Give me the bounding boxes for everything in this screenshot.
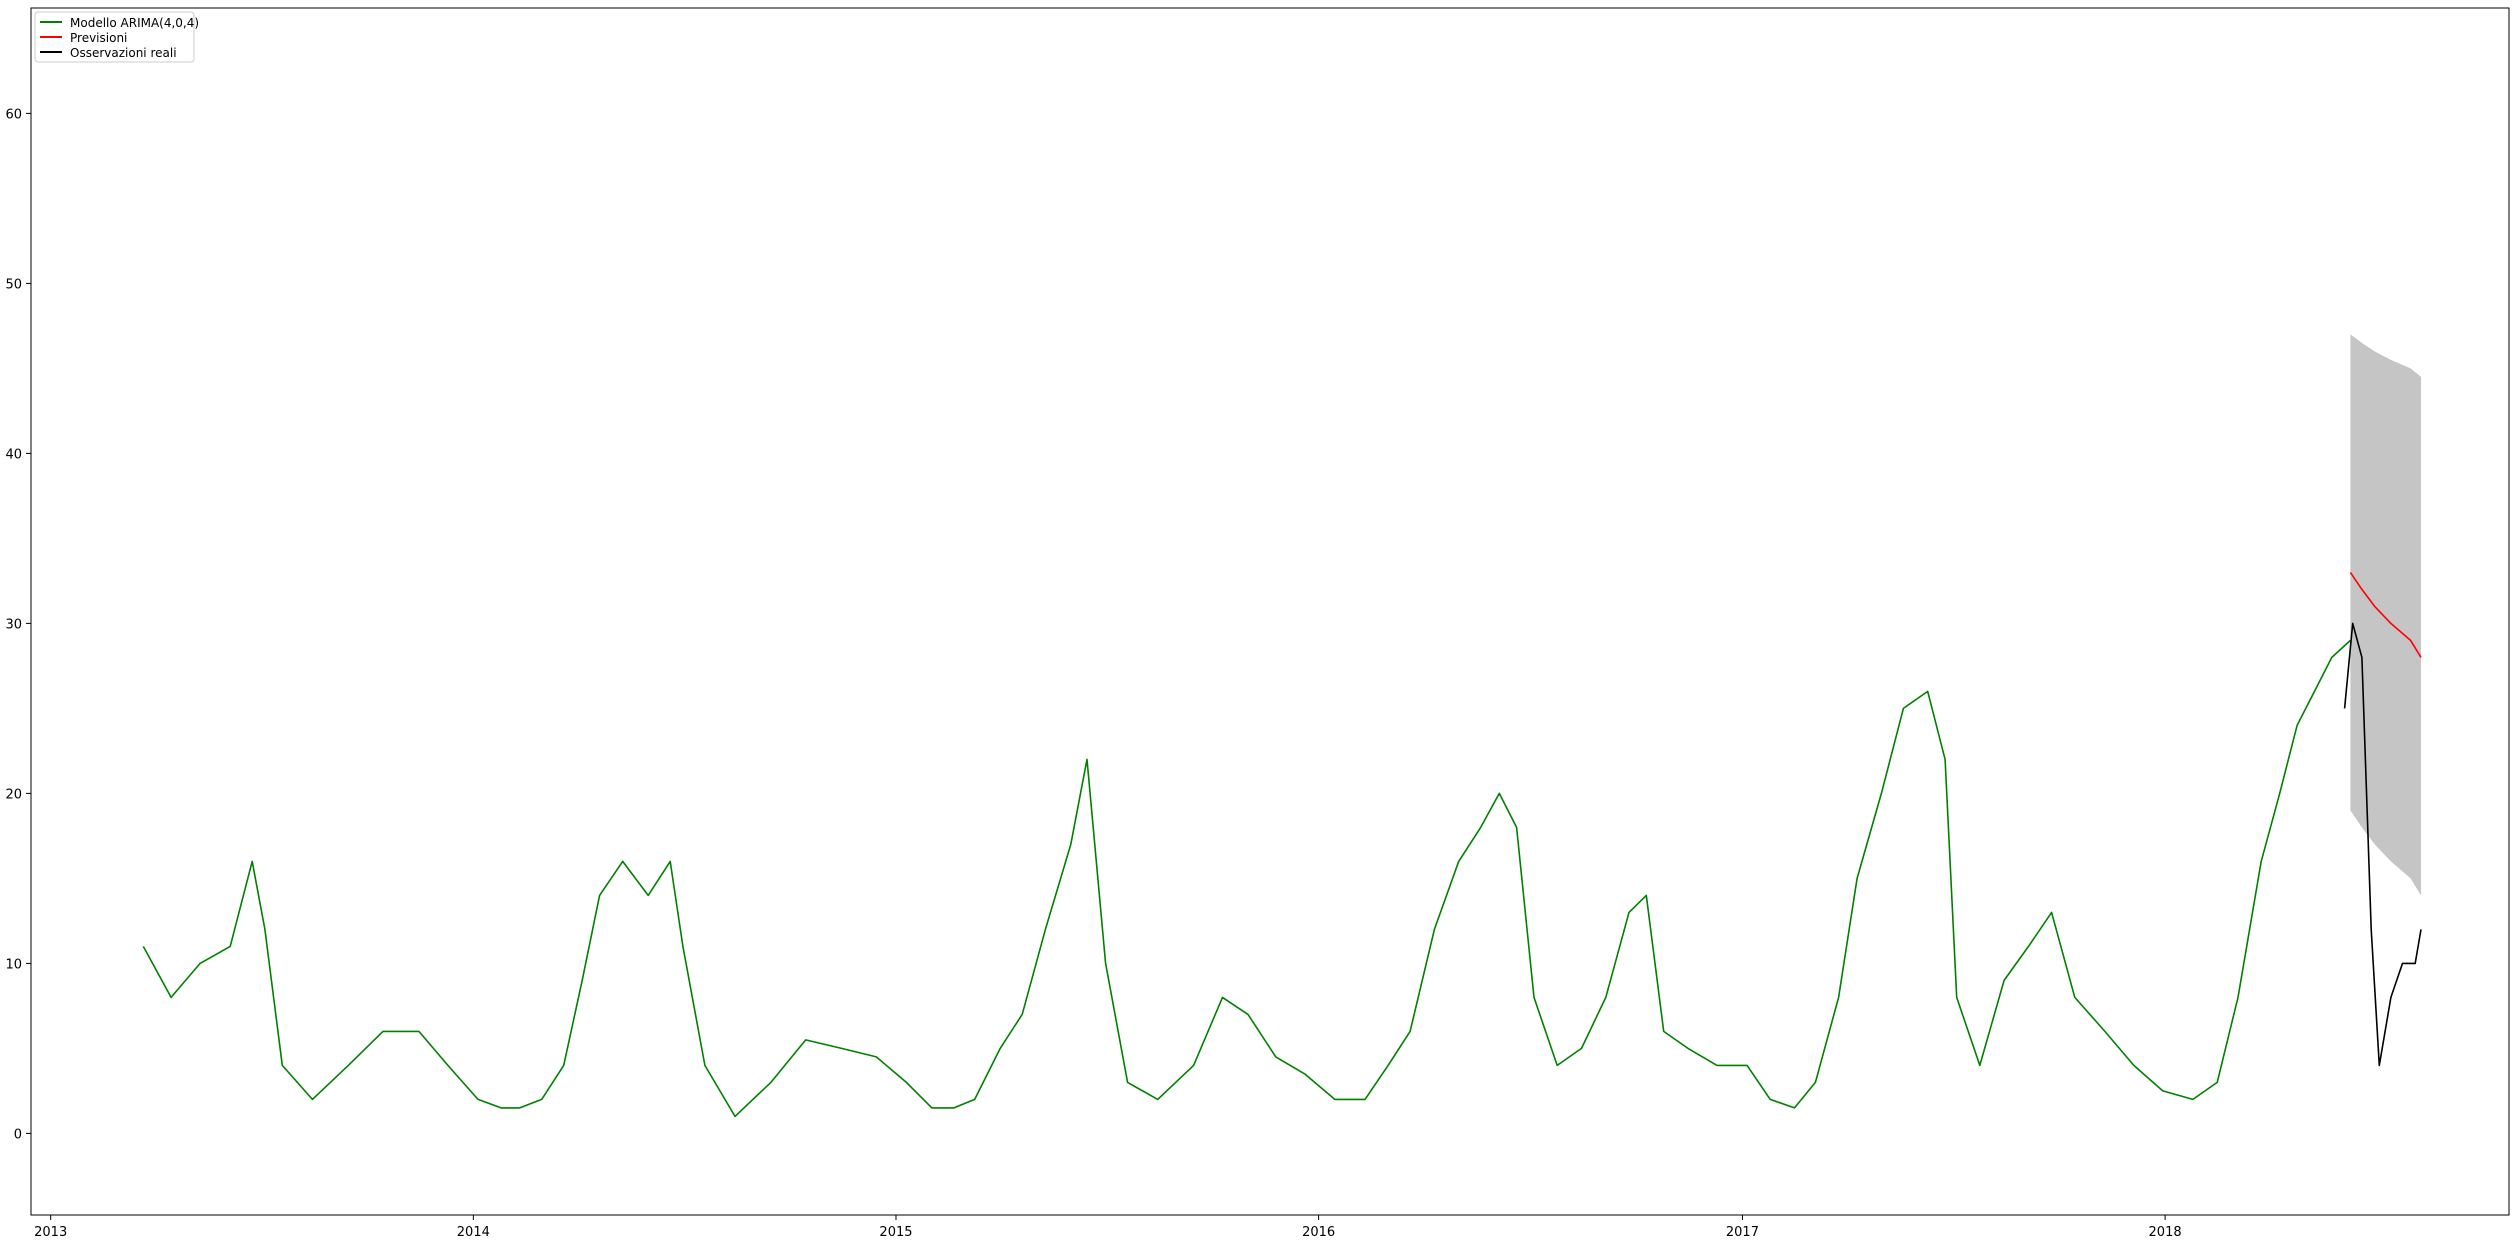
forecast-confidence-band — [2350, 334, 2421, 896]
x-tick-label: 2016 — [1302, 1225, 1335, 1240]
legend-label-fitted: Modello ARIMA(4,0,4) — [70, 16, 199, 30]
legend: Modello ARIMA(4,0,4) Previsioni Osservaz… — [34, 11, 199, 63]
x-tick-label: 2013 — [34, 1225, 67, 1240]
y-tick-label: 40 — [5, 447, 22, 462]
x-tick-label: 2017 — [1726, 1225, 1759, 1240]
y-tick-label: 30 — [5, 617, 22, 632]
x-tick-label: 2014 — [457, 1225, 490, 1240]
x-tick-label: 2018 — [2149, 1225, 2182, 1240]
legend-label-actual: Osservazioni reali — [70, 46, 177, 60]
y-tick-label: 20 — [5, 787, 22, 802]
y-tick-label: 0 — [14, 1127, 22, 1142]
fitted-series-line — [142, 639, 2351, 1118]
x-tick-label: 2015 — [879, 1225, 912, 1240]
plot-frame — [30, 7, 2510, 1216]
confidence-band-layer — [2350, 334, 2421, 896]
legend-box — [34, 11, 195, 63]
y-tick-label: 10 — [5, 957, 22, 972]
x-axis: 2013 2014 2015 2016 2017 2018 — [34, 1215, 2182, 1240]
actual-series-line — [2343, 622, 2422, 1067]
y-tick-label: 50 — [5, 277, 22, 292]
series-layer — [142, 571, 2422, 1118]
y-axis: 0 10 20 30 40 50 60 — [5, 107, 31, 1142]
forecast-series-line — [2349, 571, 2422, 658]
legend-label-forecast: Previsioni — [70, 31, 127, 45]
y-tick-label: 60 — [5, 107, 22, 122]
